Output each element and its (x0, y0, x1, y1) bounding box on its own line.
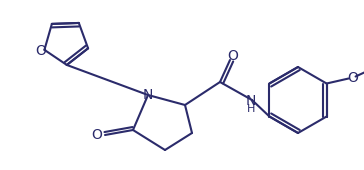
Text: O: O (92, 128, 102, 142)
Text: O: O (228, 49, 238, 63)
Text: N: N (246, 94, 256, 108)
Text: H: H (247, 104, 255, 114)
Text: O: O (347, 71, 358, 84)
Text: O: O (35, 44, 46, 58)
Text: N: N (143, 88, 153, 102)
